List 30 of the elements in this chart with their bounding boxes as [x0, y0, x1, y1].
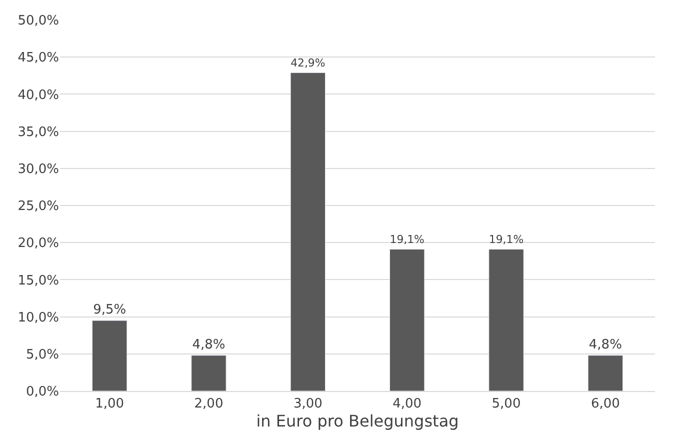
- bar: [389, 249, 425, 391]
- y-tick-label: 45,0%: [18, 50, 59, 66]
- y-tick-label: 25,0%: [18, 199, 59, 214]
- x-tick-label: 6,00: [590, 396, 620, 412]
- y-tick-label: 30,0%: [18, 162, 59, 177]
- y-tick-label: 50,0%: [18, 14, 59, 29]
- y-tick-label: 15,0%: [18, 273, 59, 288]
- y-tick-label: 10,0%: [18, 310, 59, 326]
- x-tick-label: 3,00: [293, 396, 322, 412]
- y-tick-label: 20,0%: [18, 236, 59, 252]
- bar: [290, 72, 326, 391]
- data-label: 4,8%: [588, 337, 622, 352]
- data-label: 19,1%: [390, 232, 424, 246]
- data-label: 4,8%: [192, 337, 226, 352]
- x-tick-label: 2,00: [194, 396, 224, 412]
- y-tick-label: 35,0%: [18, 124, 59, 140]
- bar: [488, 249, 524, 391]
- y-tick-label: 40,0%: [18, 88, 59, 103]
- x-tick-label: 5,00: [492, 396, 521, 412]
- x-tick-label: 4,00: [392, 396, 422, 412]
- data-label: 19,1%: [488, 232, 524, 246]
- bar: [92, 320, 128, 391]
- y-tick-label: 5,0%: [26, 347, 59, 362]
- y-tick-label: 0,0%: [26, 384, 59, 400]
- x-tick-label: 1,00: [95, 396, 124, 412]
- data-label: 42,9%: [290, 56, 326, 70]
- bar: [588, 355, 624, 391]
- x-axis-title: in Euro pro Belegungstag: [256, 412, 459, 431]
- data-label: 9,5%: [93, 302, 126, 318]
- bar: [191, 355, 226, 391]
